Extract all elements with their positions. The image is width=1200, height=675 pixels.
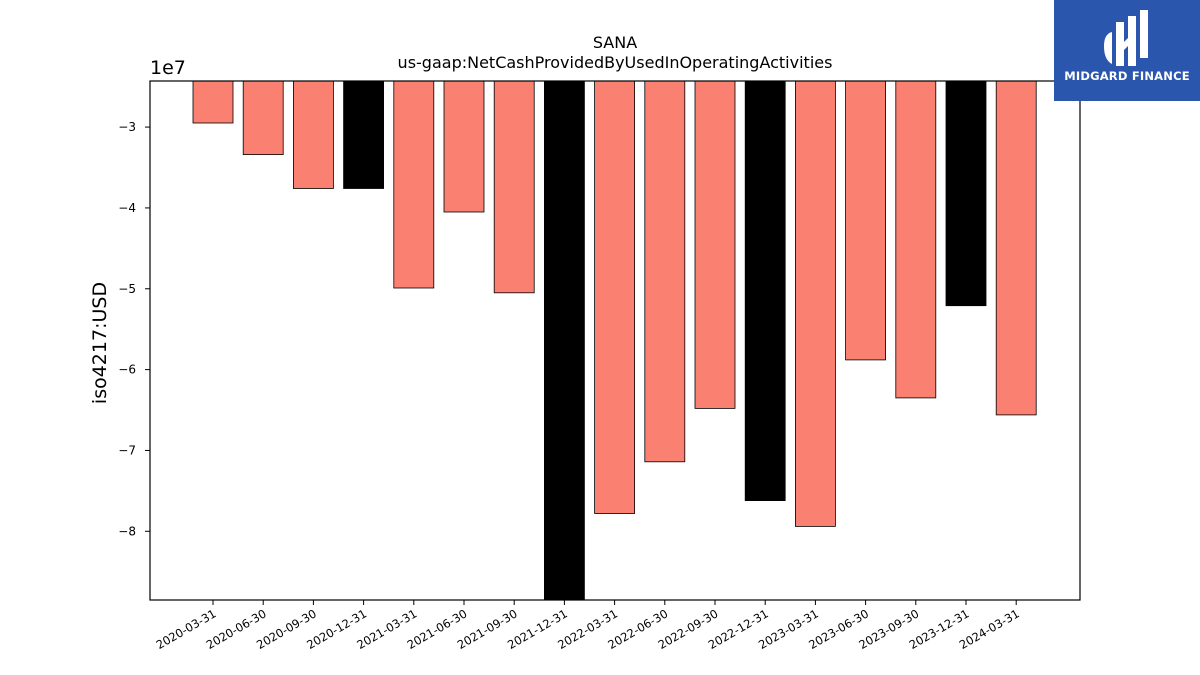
chart-subtitle: us-gaap:NetCashProvidedByUsedInOperating…: [398, 53, 833, 72]
y-tick-label: −8: [118, 524, 136, 538]
chart-title: SANA: [593, 33, 637, 52]
y-multiplier-label: 1e7: [150, 57, 186, 79]
y-tick-label: −5: [118, 282, 136, 296]
bar-2020-09-30: [292, 80, 334, 189]
bar-2020-12-31: [343, 80, 385, 189]
bar-2023-09-30: [895, 80, 937, 399]
bar-2021-09-30: [493, 80, 535, 294]
bar-2023-12-31: [945, 80, 987, 307]
bar-2023-06-30: [845, 80, 886, 361]
y-tick-label: −4: [118, 201, 136, 215]
brand-name: MIDGARD FINANCE: [1064, 69, 1190, 83]
bar-2023-03-31: [795, 80, 836, 527]
x-ticks-layer: 2020-03-312020-06-302020-09-302020-12-31…: [154, 600, 1022, 652]
bar-2022-03-31: [594, 80, 635, 514]
bar-2022-12-31: [744, 80, 786, 502]
bar-2022-06-30: [644, 80, 686, 463]
bar-2024-03-31: [995, 80, 1037, 416]
y-tick-label: −6: [118, 363, 136, 377]
bars-layer: [192, 80, 1037, 601]
bar-2022-09-30: [694, 80, 736, 409]
bar-2020-03-31: [192, 80, 234, 124]
bar-2021-03-31: [393, 80, 435, 289]
plot-frame: [149, 80, 1081, 601]
y-tick-label: −3: [118, 120, 136, 134]
bar-2021-06-30: [443, 80, 485, 213]
brand-logo: MIDGARD FINANCE: [1054, 0, 1200, 101]
y-ticks-layer: −3 −4 −5 −6 −7 −8: [118, 120, 150, 538]
y-tick-label: −7: [118, 443, 136, 457]
bar-2021-12-31: [544, 80, 585, 601]
y-axis-label: iso4217:USD: [89, 282, 111, 404]
midgard-logo-icon: [1104, 10, 1148, 66]
bar-2020-06-30: [242, 80, 284, 155]
